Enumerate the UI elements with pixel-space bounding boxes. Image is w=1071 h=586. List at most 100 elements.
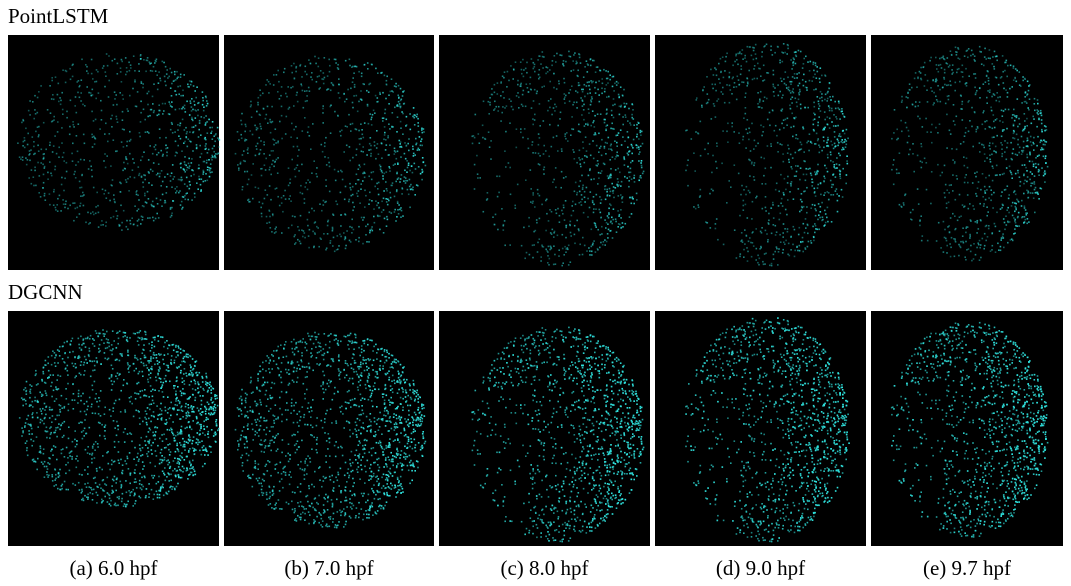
point <box>379 207 381 209</box>
point <box>618 82 620 84</box>
point <box>829 118 831 120</box>
point <box>471 136 473 138</box>
point <box>1008 109 1010 111</box>
point <box>943 251 945 253</box>
point <box>500 120 502 122</box>
point <box>140 455 142 457</box>
point <box>157 445 159 447</box>
point <box>478 133 480 135</box>
point <box>99 467 101 469</box>
point <box>191 199 193 201</box>
point <box>109 200 111 202</box>
point <box>399 143 401 145</box>
point <box>260 95 262 97</box>
point <box>636 199 638 201</box>
point <box>810 240 812 242</box>
point <box>279 121 281 123</box>
point <box>258 97 260 99</box>
point <box>695 131 697 133</box>
point <box>1027 137 1029 139</box>
point <box>784 228 786 230</box>
point <box>61 407 63 409</box>
point <box>397 201 399 203</box>
point <box>121 229 123 231</box>
point <box>811 242 813 244</box>
point <box>109 498 111 500</box>
point <box>92 89 94 91</box>
point <box>195 397 197 399</box>
point <box>992 245 994 247</box>
point <box>800 51 802 53</box>
point <box>290 87 292 89</box>
point <box>528 226 530 228</box>
point <box>386 190 388 192</box>
point <box>606 189 608 191</box>
point <box>813 119 815 121</box>
point <box>545 249 547 251</box>
point <box>509 244 511 246</box>
point <box>69 134 71 136</box>
point <box>596 145 598 147</box>
point <box>290 179 292 181</box>
point <box>183 142 185 144</box>
point <box>516 128 518 130</box>
point <box>255 155 257 157</box>
point <box>966 249 968 251</box>
point <box>385 98 387 100</box>
point <box>801 144 803 146</box>
point <box>490 158 492 160</box>
point <box>757 255 759 257</box>
point <box>1039 142 1041 144</box>
point <box>1045 162 1047 164</box>
point <box>960 108 962 110</box>
point <box>118 460 120 462</box>
point <box>33 146 35 148</box>
point <box>72 76 74 78</box>
point <box>64 178 66 180</box>
point <box>75 164 77 166</box>
point <box>1014 220 1016 222</box>
point <box>257 104 259 106</box>
point <box>207 180 209 182</box>
point <box>175 141 177 143</box>
point <box>517 80 519 82</box>
point <box>373 110 375 112</box>
point <box>835 176 837 178</box>
point <box>586 187 588 189</box>
point <box>140 223 142 225</box>
point <box>151 489 153 491</box>
point <box>401 187 403 189</box>
point <box>813 62 815 64</box>
point <box>939 89 941 91</box>
point <box>731 122 733 124</box>
point <box>327 221 329 223</box>
point <box>781 123 783 125</box>
point <box>810 207 812 209</box>
point <box>1006 128 1008 130</box>
point <box>23 389 25 391</box>
point <box>1019 123 1021 125</box>
point <box>624 140 626 142</box>
point <box>824 210 826 212</box>
point <box>184 368 186 370</box>
point <box>829 110 831 112</box>
point <box>785 209 787 211</box>
point <box>801 206 803 208</box>
point <box>805 218 807 220</box>
point <box>606 241 608 243</box>
point <box>293 146 295 148</box>
point <box>618 223 620 225</box>
point <box>799 89 801 91</box>
point <box>903 202 905 204</box>
point <box>1003 237 1005 239</box>
point <box>358 237 360 239</box>
point <box>281 86 283 88</box>
point <box>476 155 478 157</box>
point <box>42 164 44 166</box>
point <box>810 61 812 63</box>
point <box>30 439 32 441</box>
point <box>585 123 587 125</box>
point <box>641 131 643 133</box>
point <box>840 178 842 180</box>
point <box>1008 212 1010 214</box>
